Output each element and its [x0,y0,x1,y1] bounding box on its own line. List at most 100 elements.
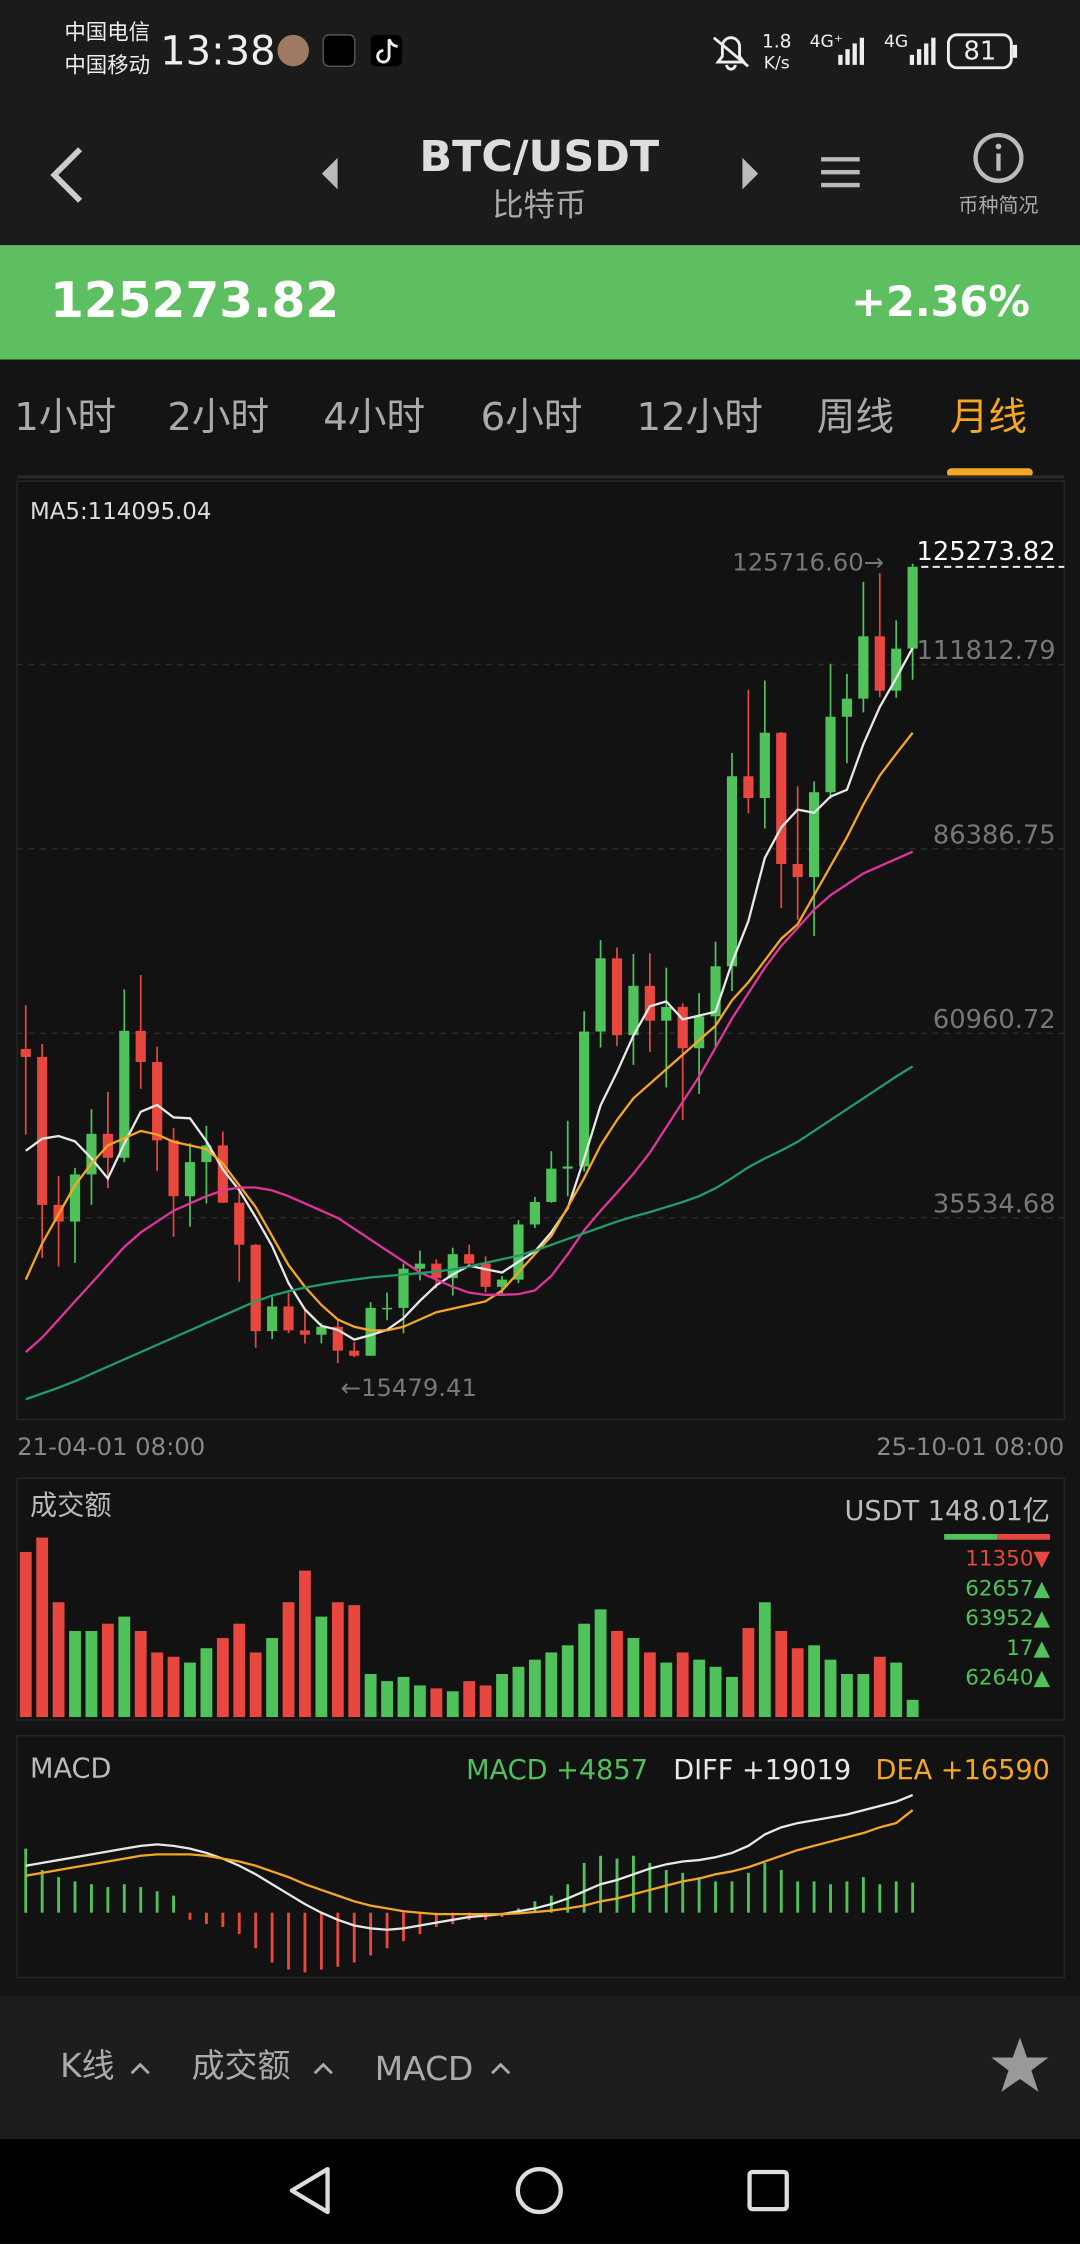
candle-body [152,1062,163,1141]
signal-icon [838,37,936,65]
volume-bar [479,1685,492,1718]
candle-body [234,1202,245,1245]
candle-body [381,1307,393,1310]
nav-back[interactable] [289,2166,330,2215]
volume-bar [85,1630,98,1718]
candle-body [546,1168,557,1202]
nav-bar-background [0,2139,1080,2244]
ticker-background [0,245,1080,360]
candle-body [135,1030,146,1063]
volume-bar [496,1674,508,1718]
volume-bar [873,1656,886,1718]
candle-body [661,1006,672,1021]
volume-bar [364,1674,377,1718]
tab[interactable]: 2小时 [167,395,269,440]
candle-body [759,732,770,799]
bottom-bar-background [0,1996,1080,2140]
volume-bar [758,1602,771,1718]
volume-bar [890,1662,903,1718]
candle-body [267,1306,278,1332]
chevron [130,2062,150,2075]
volume-bar [315,1616,328,1718]
candle-body [825,716,836,793]
candle-body [513,1224,524,1280]
high-label: 125716.60→ [732,548,884,577]
volume-bar [791,1648,804,1718]
nav-home[interactable] [515,2166,563,2215]
candle-body [37,1056,48,1205]
favorite-button[interactable] [991,2037,1049,2092]
candle-body [694,1016,705,1049]
dea-line [25,1809,914,1916]
x-tick-label: 25-10-01 08:00 [876,1432,1064,1461]
volume-bar [184,1662,196,1718]
volume-bar [808,1645,821,1718]
volume-side-label: 63952▲ [965,1606,1050,1631]
volume-side-label: 11350▼ [965,1547,1050,1572]
net-speed-unit: K/s [764,53,790,73]
volume-bar [528,1659,541,1718]
candle-body [69,1174,81,1222]
y-tick-label: 86386.75 [933,821,1056,851]
x-tick-label: 21-04-01 08:00 [17,1432,205,1461]
candle-body [20,1048,31,1057]
price-panel [16,480,1065,1421]
candle-body [168,1140,179,1197]
volume-bar [249,1652,262,1718]
tab[interactable]: 6小时 [481,395,583,440]
tabs: 1小时 2小时 4小时 6小时 12小时 周线 月线 [14,395,1033,477]
app-icon [277,34,309,67]
tab[interactable]: 1小时 [14,395,116,440]
volume-bar [742,1628,755,1718]
candle-body [595,958,606,1032]
y-tick-label: 60960.72 [933,1005,1056,1035]
net-speed: 1.8 [762,32,792,53]
chart: 35534.68 60960.72 86386.75 111812.79 21-04-0… [17,537,1065,1973]
candle-body [710,966,721,1017]
tab[interactable]: 12小时 [637,395,763,440]
ma-line [25,1065,914,1401]
indicator-toggle[interactable]: MACD [375,2049,474,2088]
menu-button[interactable] [821,157,860,188]
network-type: 4G [884,32,908,52]
previous-pair[interactable] [321,157,338,190]
volume-side-label: 62657▲ [965,1576,1050,1601]
battery-icon [946,33,1013,70]
info-button[interactable] [973,132,1024,183]
volume-bar [676,1652,689,1718]
ma-line [24,850,914,1353]
volume-bar [266,1638,279,1718]
volume-bar [52,1602,65,1718]
chevron [491,2062,511,2075]
volume-bar [331,1602,344,1718]
volume-bar [216,1638,229,1718]
candle-body [907,566,918,649]
app-icon [322,34,356,68]
candle-body [776,732,787,865]
tab[interactable]: 周线 [817,395,894,440]
tab[interactable]: 4小时 [323,395,425,440]
ma-line [24,732,914,1332]
indicator-toggle[interactable]: 成交额 [192,2046,291,2085]
back-button[interactable] [50,147,83,203]
y-tick-label: 111812.79 [917,636,1056,666]
volume-bar [841,1674,853,1718]
candle-body [480,1263,491,1287]
diff-value: DIFF +19019 [673,1755,851,1786]
volume-bar [578,1623,591,1718]
volume-bar [660,1662,673,1718]
volume-bar [693,1659,706,1718]
volume-bar [118,1616,131,1718]
volume-bar [775,1630,788,1718]
nav-recents[interactable] [747,2169,789,2212]
indicator-toggle[interactable]: K线 [60,2046,114,2085]
carrier: 中国移动 [64,53,150,78]
candle-body [858,636,869,699]
volume-bar [446,1691,459,1718]
volume-bar [594,1609,607,1718]
volume-side-label: 17▲ [1006,1636,1050,1661]
tab[interactable]: 月线 [950,395,1027,440]
next-pair[interactable] [742,157,759,190]
last-price-label: 125273.82 [917,537,1056,567]
